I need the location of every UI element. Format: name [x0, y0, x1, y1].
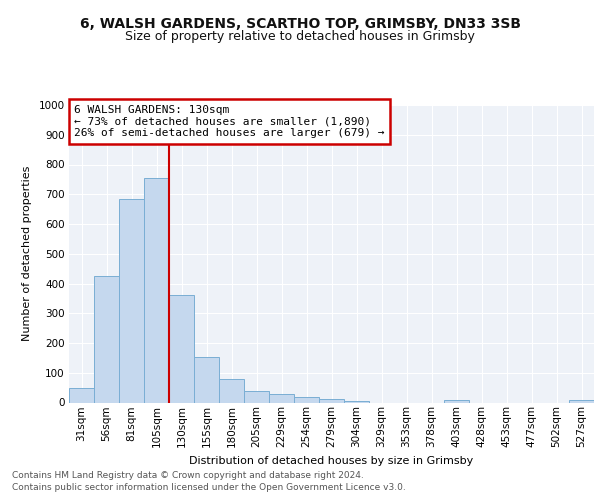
Bar [69, 388, 94, 402]
Bar [294, 397, 319, 402]
Text: Size of property relative to detached houses in Grimsby: Size of property relative to detached ho… [125, 30, 475, 43]
Bar [194, 358, 219, 403]
Bar [269, 394, 294, 402]
X-axis label: Distribution of detached houses by size in Grimsby: Distribution of detached houses by size … [190, 456, 473, 466]
Bar [344, 401, 369, 402]
Text: Contains HM Land Registry data © Crown copyright and database right 2024.: Contains HM Land Registry data © Crown c… [12, 471, 364, 480]
Bar [244, 392, 269, 402]
Text: 6 WALSH GARDENS: 130sqm
← 73% of detached houses are smaller (1,890)
26% of semi: 6 WALSH GARDENS: 130sqm ← 73% of detache… [74, 105, 385, 138]
Text: 6, WALSH GARDENS, SCARTHO TOP, GRIMSBY, DN33 3SB: 6, WALSH GARDENS, SCARTHO TOP, GRIMSBY, … [79, 18, 521, 32]
Text: Contains public sector information licensed under the Open Government Licence v3: Contains public sector information licen… [12, 484, 406, 492]
Bar [144, 178, 169, 402]
Bar [569, 400, 594, 402]
Bar [444, 400, 469, 402]
Bar [219, 380, 244, 402]
Bar [169, 296, 194, 403]
Bar [319, 399, 344, 402]
Bar [119, 198, 144, 402]
Bar [94, 276, 119, 402]
Y-axis label: Number of detached properties: Number of detached properties [22, 166, 32, 342]
